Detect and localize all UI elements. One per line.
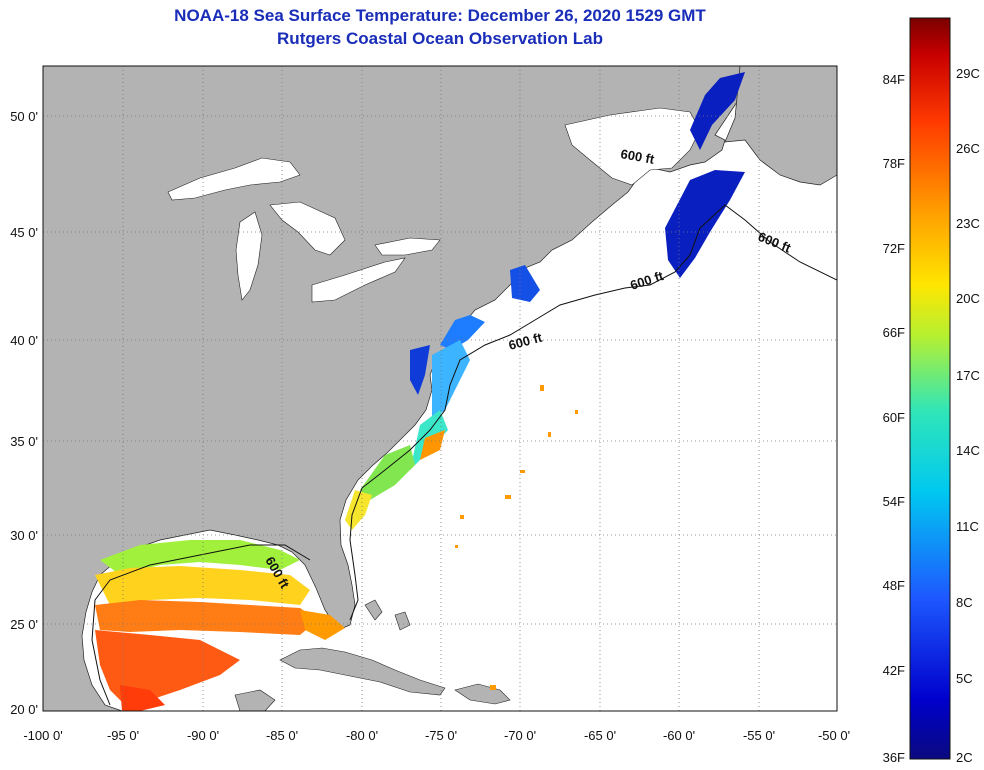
lon-label: -80 0' [346, 728, 378, 743]
colorbar-c-label: 5C [956, 671, 973, 686]
colorbar-f-label: 54F [883, 494, 905, 509]
lat-axis: 50 0' 45 0' 40 0' 35 0' 30 0' 25 0' 20 0… [10, 109, 38, 717]
colorbar-c-label: 23C [956, 216, 980, 231]
sst-offshore-pixels [455, 385, 578, 690]
sst-gulf-of-mexico [95, 540, 345, 711]
graticule [43, 66, 837, 711]
lon-label: -70 0' [504, 728, 536, 743]
lon-label: -90 0' [187, 728, 219, 743]
map-border [42, 65, 838, 712]
lat-label: 35 0' [10, 434, 38, 449]
lon-label: -75 0' [425, 728, 457, 743]
colorbar-f-label: 66F [883, 325, 905, 340]
lon-label: -85 0' [266, 728, 298, 743]
caribbean-islands [234, 599, 511, 711]
lat-label: 25 0' [10, 617, 38, 632]
colorbar-c-label: 14C [956, 443, 980, 458]
lon-label: -95 0' [107, 728, 139, 743]
colorbar-f-label: 36F [883, 750, 905, 765]
lon-label: -55 0' [743, 728, 775, 743]
lat-label: 20 0' [10, 702, 38, 717]
gulf-st-lawrence [564, 107, 701, 186]
colorbar-f-label: 78F [883, 156, 905, 171]
colorbar-c-label: 17C [956, 368, 980, 383]
colorbar-gradient [909, 17, 951, 760]
lat-label: 40 0' [10, 333, 38, 348]
colorbar-c-label: 20C [956, 291, 980, 306]
colorbar-f-label: 84F [883, 72, 905, 87]
colorbar-c-label: 29C [956, 66, 980, 81]
land-labrador [724, 66, 837, 186]
lon-axis: -100 0' -95 0' -90 0' -85 0' -80 0' -75 … [23, 728, 850, 743]
colorbar-c-label: 26C [956, 141, 980, 156]
great-lakes [167, 157, 441, 303]
colorbar-f-label: 60F [883, 410, 905, 425]
lon-label: -50 0' [818, 728, 850, 743]
colorbar-f-label: 48F [883, 578, 905, 593]
map-subtitle: Rutgers Coastal Ocean Observation Lab [277, 29, 603, 48]
map-title: NOAA-18 Sea Surface Temperature: Decembe… [174, 6, 706, 25]
colorbar-c-label: 2C [956, 750, 973, 765]
lat-label: 30 0' [10, 528, 38, 543]
colorbar-c-label: 11C [956, 519, 979, 534]
map-canvas [43, 66, 837, 711]
lon-label: -100 0' [23, 728, 62, 743]
contour-600ft-gulf [91, 544, 311, 706]
lat-label: 45 0' [10, 225, 38, 240]
colorbar: 84F 78F 72F 66F 60F 54F 48F 42F 36F 29C … [883, 17, 980, 765]
lon-label: -60 0' [663, 728, 695, 743]
colorbar-f-label: 72F [883, 241, 905, 256]
lon-label: -65 0' [584, 728, 616, 743]
lat-label: 50 0' [10, 109, 38, 124]
colorbar-c-label: 8C [956, 595, 973, 610]
contour-600ft [349, 204, 837, 621]
colorbar-f-label: 42F [883, 663, 905, 678]
contour-label-1: 600 ft [619, 146, 656, 167]
